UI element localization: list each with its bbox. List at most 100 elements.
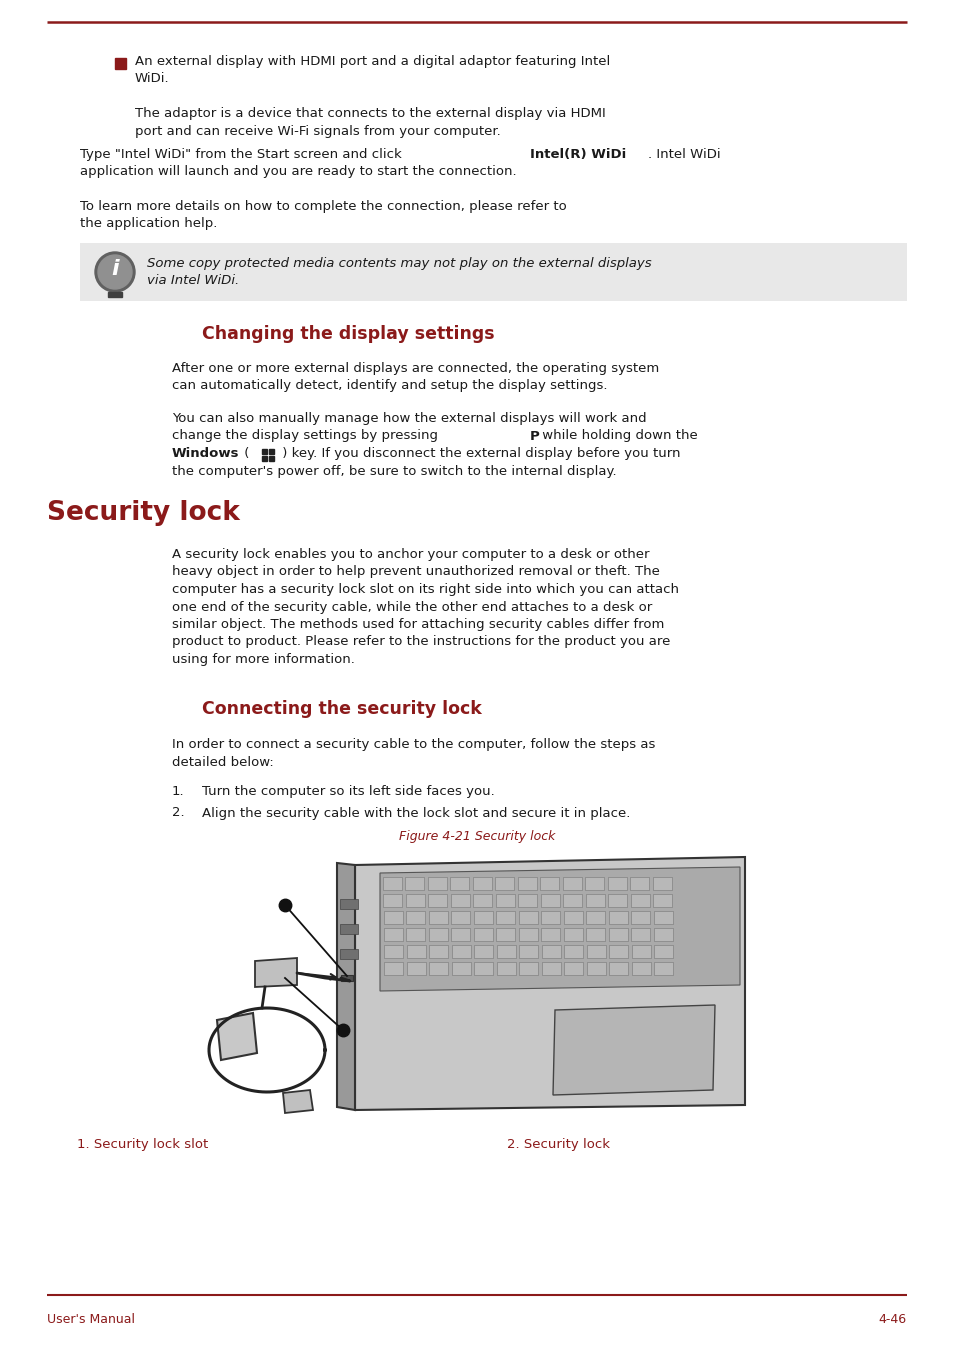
Bar [607,877,626,890]
Bar [585,894,604,907]
Text: computer has a security lock slot on its right side into which you can attach: computer has a security lock slot on its… [172,582,679,596]
Bar [518,911,537,924]
Text: You can also manually manage how the external displays will work and: You can also manually manage how the ext… [172,412,646,425]
Bar [497,962,516,975]
Circle shape [98,256,132,289]
Bar [631,946,650,958]
Text: using for more information.: using for more information. [172,654,355,666]
Text: Connecting the security lock: Connecting the security lock [202,699,481,718]
Bar [473,911,492,924]
Bar [108,292,122,297]
Bar [474,928,493,942]
Polygon shape [216,1013,256,1060]
Bar [429,928,447,942]
Text: Changing the display settings: Changing the display settings [202,325,494,343]
Text: Align the security cable with the lock slot and secure it in place.: Align the security cable with the lock s… [202,807,630,819]
Text: Some copy protected media contents may not play on the external displays: Some copy protected media contents may n… [147,257,651,270]
Text: while holding down the: while holding down the [537,429,697,443]
Text: application will launch and you are ready to start the connection.: application will launch and you are read… [80,165,517,179]
Text: Type "Intel WiDi" from the Start screen and click: Type "Intel WiDi" from the Start screen … [80,148,406,161]
Bar [630,894,649,907]
Bar [562,894,581,907]
Text: Security lock: Security lock [47,500,239,526]
Bar [474,946,493,958]
Text: product to product. Please refer to the instructions for the product you are: product to product. Please refer to the … [172,635,670,648]
Bar [339,924,357,933]
Text: 2. Security lock: 2. Security lock [506,1138,609,1151]
Bar [631,962,650,975]
Bar [429,962,448,975]
Bar [563,911,582,924]
Bar [517,877,537,890]
Circle shape [95,252,135,292]
Text: change the display settings by pressing: change the display settings by pressing [172,429,442,443]
Bar [540,911,559,924]
Bar [340,975,353,981]
Bar [496,911,515,924]
Bar [540,894,559,907]
Text: 1.: 1. [172,785,185,798]
Bar [608,894,627,907]
Bar [653,911,672,924]
Bar [562,877,581,890]
Bar [474,962,493,975]
Bar [451,928,470,942]
Bar [428,911,447,924]
Text: heavy object in order to help prevent unauthorized removal or theft. The: heavy object in order to help prevent un… [172,565,659,578]
Bar [262,449,267,455]
Text: the application help.: the application help. [80,218,217,230]
Bar [429,946,448,958]
Bar [339,950,357,959]
Bar [541,962,560,975]
Text: A security lock enables you to anchor your computer to a desk or other: A security lock enables you to anchor yo… [172,547,649,561]
Bar [428,894,447,907]
Polygon shape [355,857,744,1110]
Text: Intel(R) WiDi: Intel(R) WiDi [530,148,625,161]
Bar [608,911,627,924]
Text: port and can receive Wi-Fi signals from your computer.: port and can receive Wi-Fi signals from … [135,125,500,139]
Bar [115,58,126,69]
Bar [654,946,673,958]
Bar [586,962,605,975]
Bar [563,928,582,942]
Bar [653,928,672,942]
Bar [383,928,402,942]
Bar [564,962,583,975]
Text: can automatically detect, identify and setup the display settings.: can automatically detect, identify and s… [172,379,607,393]
Bar [609,946,627,958]
Bar [428,877,447,890]
Bar [406,911,425,924]
Text: WiDi.: WiDi. [135,73,170,86]
Bar [540,877,558,890]
Polygon shape [336,863,355,1110]
Bar [80,243,906,301]
Polygon shape [254,958,296,987]
Bar [473,894,492,907]
Text: one end of the security cable, while the other end attaches to a desk or: one end of the security cable, while the… [172,600,652,613]
Polygon shape [379,868,740,991]
Bar [262,456,267,461]
Text: In order to connect a security cable to the computer, follow the steps as: In order to connect a security cable to … [172,738,655,751]
Bar [495,877,514,890]
Bar [339,898,357,909]
Bar [269,449,274,455]
Bar [496,894,515,907]
Bar [406,928,425,942]
Bar [450,877,469,890]
Bar [630,877,649,890]
Bar [451,911,470,924]
Text: the computer's power off, be sure to switch to the internal display.: the computer's power off, be sure to swi… [172,464,616,477]
Text: The adaptor is a device that connects to the external display via HDMI: The adaptor is a device that connects to… [135,108,605,121]
Text: An external display with HDMI port and a digital adaptor featuring Intel: An external display with HDMI port and a… [135,55,610,69]
Bar [586,928,605,942]
Polygon shape [553,1005,714,1095]
Text: To learn more details on how to complete the connection, please refer to: To learn more details on how to complete… [80,200,566,213]
Bar [518,928,537,942]
Text: i: i [112,260,119,278]
Bar [497,946,516,958]
Text: . Intel WiDi: . Intel WiDi [647,148,720,161]
Bar [586,946,605,958]
Bar [405,894,424,907]
Bar [405,877,424,890]
Bar [541,946,560,958]
